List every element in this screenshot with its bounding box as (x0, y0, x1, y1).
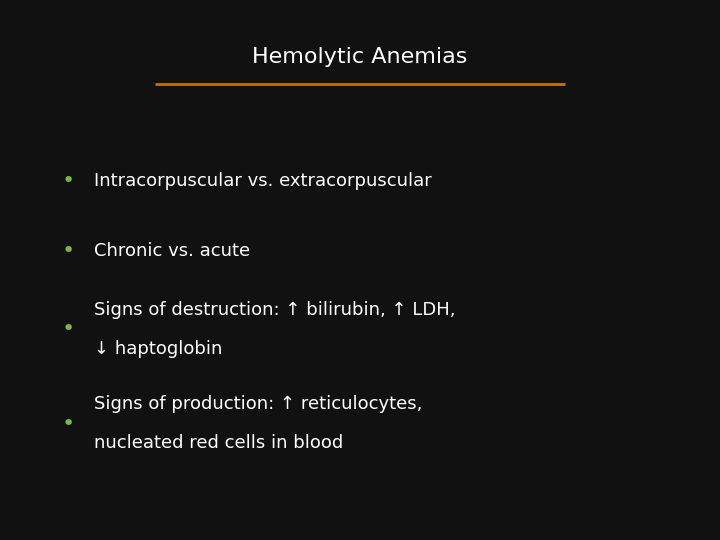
Text: Signs of destruction: ↑ bilirubin, ↑ LDH,: Signs of destruction: ↑ bilirubin, ↑ LDH… (94, 301, 455, 319)
Text: ↓ haptoglobin: ↓ haptoglobin (94, 340, 222, 358)
Text: •: • (62, 171, 75, 191)
Text: •: • (62, 414, 75, 434)
Text: •: • (62, 319, 75, 340)
Text: •: • (62, 241, 75, 261)
Text: Chronic vs. acute: Chronic vs. acute (94, 242, 250, 260)
Text: Intracorpuscular vs. extracorpuscular: Intracorpuscular vs. extracorpuscular (94, 172, 431, 190)
Text: Signs of production: ↑ reticulocytes,: Signs of production: ↑ reticulocytes, (94, 395, 422, 414)
Text: nucleated red cells in blood: nucleated red cells in blood (94, 434, 343, 453)
Text: Hemolytic Anemias: Hemolytic Anemias (252, 46, 468, 67)
